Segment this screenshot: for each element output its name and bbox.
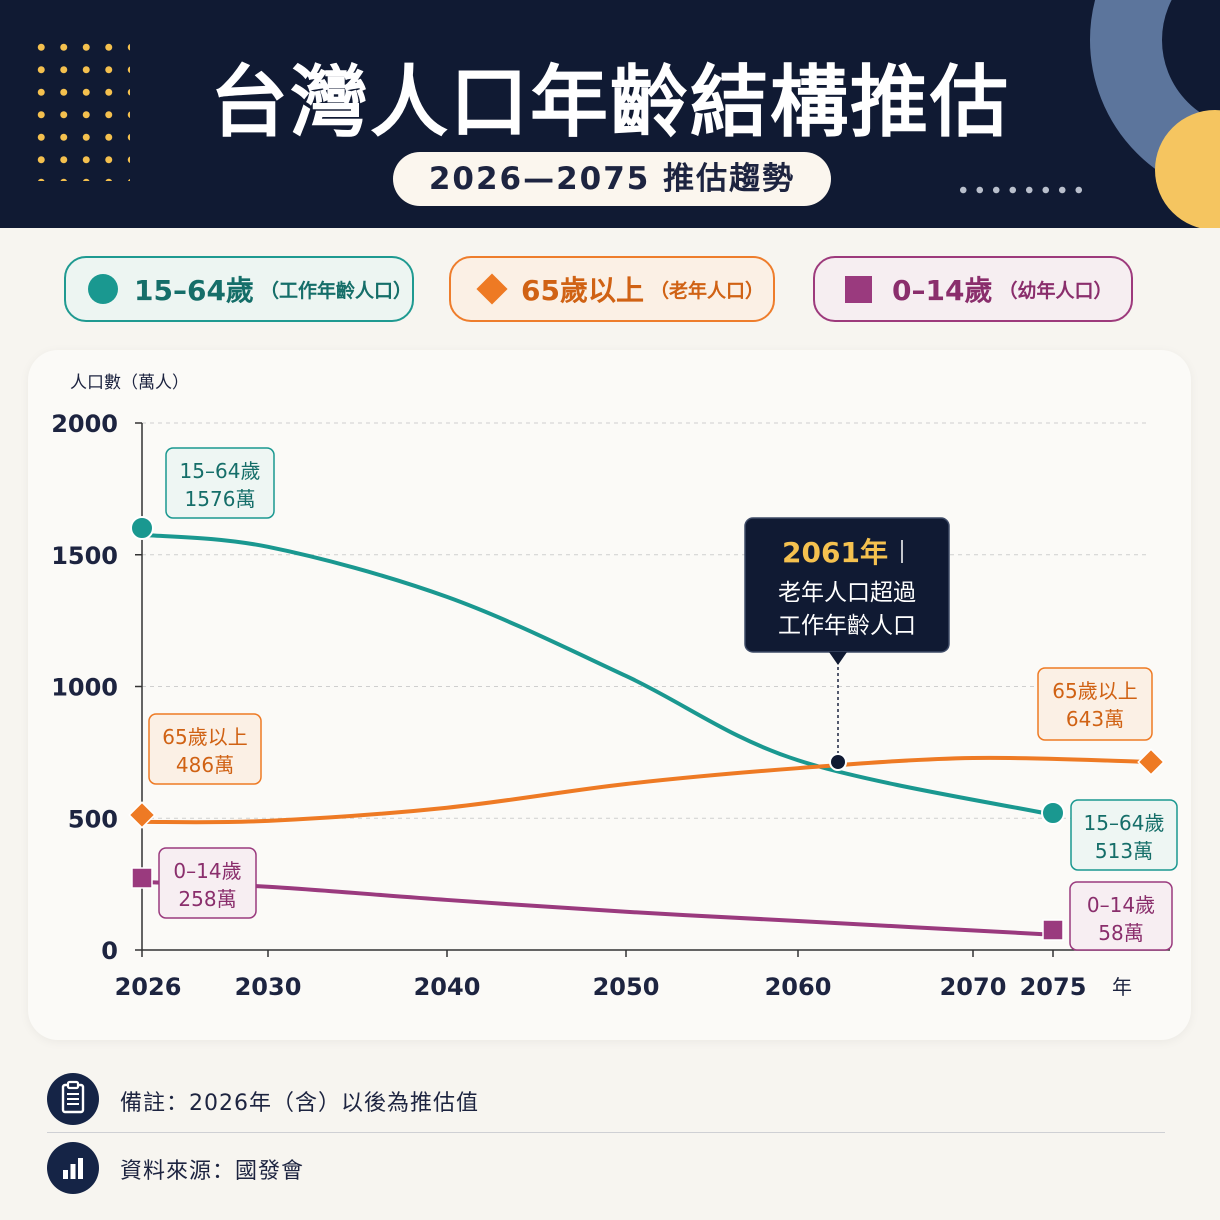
y-axis-label: 人口數（萬人） bbox=[70, 373, 189, 393]
decorative-dot-grid bbox=[30, 36, 130, 181]
legend-sublabel: （工作年齡人口） bbox=[259, 279, 412, 302]
data-point-end bbox=[1137, 748, 1165, 776]
data-label-value: 486萬 bbox=[176, 753, 234, 777]
y-tick-label: 500 bbox=[68, 805, 118, 833]
data-label-value: 1576萬 bbox=[185, 487, 256, 511]
x-axis-label: 年 bbox=[1112, 975, 1132, 999]
legend-item-elderly: 65歲以上 （老年人口） bbox=[449, 256, 775, 322]
annotation-line2: 工作年齡人口 bbox=[778, 613, 916, 639]
data-point-end bbox=[1041, 801, 1065, 825]
data-label-box bbox=[1070, 799, 1178, 871]
data-label-value: 258萬 bbox=[178, 887, 236, 911]
data-source: 資料來源：國發會 bbox=[120, 1159, 305, 1184]
x-tick-label: 2075 bbox=[1020, 973, 1087, 1001]
x-tick-label: 2026 bbox=[115, 973, 182, 1001]
annotation-year: 2061年 bbox=[782, 536, 888, 569]
data-point-start bbox=[131, 867, 153, 889]
data-label-box bbox=[165, 447, 275, 519]
youth-line bbox=[140, 880, 1055, 937]
decorative-dot-row bbox=[955, 186, 1085, 194]
legend-item-youth: 0–14歲 （幼年人口） bbox=[813, 256, 1133, 322]
footnote: 備註：2026年（含）以後為推估值 bbox=[120, 1091, 479, 1116]
subtitle-pill: 2026—2075 推估趨勢 bbox=[393, 152, 831, 206]
x-tick-label: 2070 bbox=[940, 973, 1007, 1001]
data-label-series: 0–14歲 bbox=[173, 859, 241, 883]
legend-item-working-age: 15–64歲 （工作年齡人口） bbox=[64, 256, 414, 322]
legend-sublabel: （幼年人口） bbox=[998, 279, 1113, 302]
working-age-line bbox=[140, 532, 1055, 817]
data-label-box bbox=[1069, 881, 1173, 951]
page-title: 台灣人口年齡結構推估 bbox=[209, 58, 1010, 148]
data-point-end bbox=[1042, 919, 1064, 941]
square-marker-icon bbox=[845, 275, 872, 303]
data-label-box bbox=[158, 847, 257, 919]
data-label-series: 15–64歲 bbox=[1084, 811, 1165, 835]
clipboard-icon bbox=[47, 1073, 99, 1125]
data-label-value: 58萬 bbox=[1098, 921, 1143, 945]
data-point-start bbox=[128, 801, 156, 829]
y-tick-label: 1500 bbox=[51, 542, 118, 570]
legend-label: 65歲以上 bbox=[521, 274, 644, 307]
data-label-series: 0–14歲 bbox=[1087, 893, 1155, 917]
data-point-start bbox=[130, 516, 154, 540]
annotation-line1: 老年人口超過 bbox=[778, 580, 916, 606]
crossover-point bbox=[829, 753, 847, 771]
legend-label: 15–64歲 bbox=[134, 274, 254, 307]
data-label-series: 15–64歲 bbox=[180, 459, 261, 483]
data-label-value: 643萬 bbox=[1066, 707, 1124, 731]
elderly-line bbox=[140, 755, 1153, 825]
bar-chart-icon bbox=[47, 1142, 99, 1194]
data-label-box bbox=[148, 713, 262, 785]
legend-label: 0–14歲 bbox=[892, 274, 993, 307]
y-tick-label: 1000 bbox=[51, 674, 118, 702]
divider bbox=[47, 1132, 1165, 1133]
data-label-value: 513萬 bbox=[1095, 839, 1153, 863]
y-tick-label: 0 bbox=[101, 937, 118, 965]
y-tick-label: 2000 bbox=[51, 410, 118, 438]
annotation-pointer bbox=[829, 652, 847, 665]
data-label-series: 65歲以上 bbox=[162, 725, 247, 749]
circle-marker-icon bbox=[88, 274, 118, 304]
x-tick-label: 2050 bbox=[593, 973, 660, 1001]
data-label-series: 65歲以上 bbox=[1052, 679, 1137, 703]
x-tick-label: 2030 bbox=[235, 973, 302, 1001]
legend-sublabel: （老年人口） bbox=[649, 279, 764, 302]
data-label-box bbox=[1037, 667, 1153, 741]
x-tick-label: 2060 bbox=[765, 973, 832, 1001]
header-banner: 台灣人口年齡結構推估 2026—2075 推估趨勢 bbox=[0, 0, 1220, 228]
x-tick-label: 2040 bbox=[414, 973, 481, 1001]
